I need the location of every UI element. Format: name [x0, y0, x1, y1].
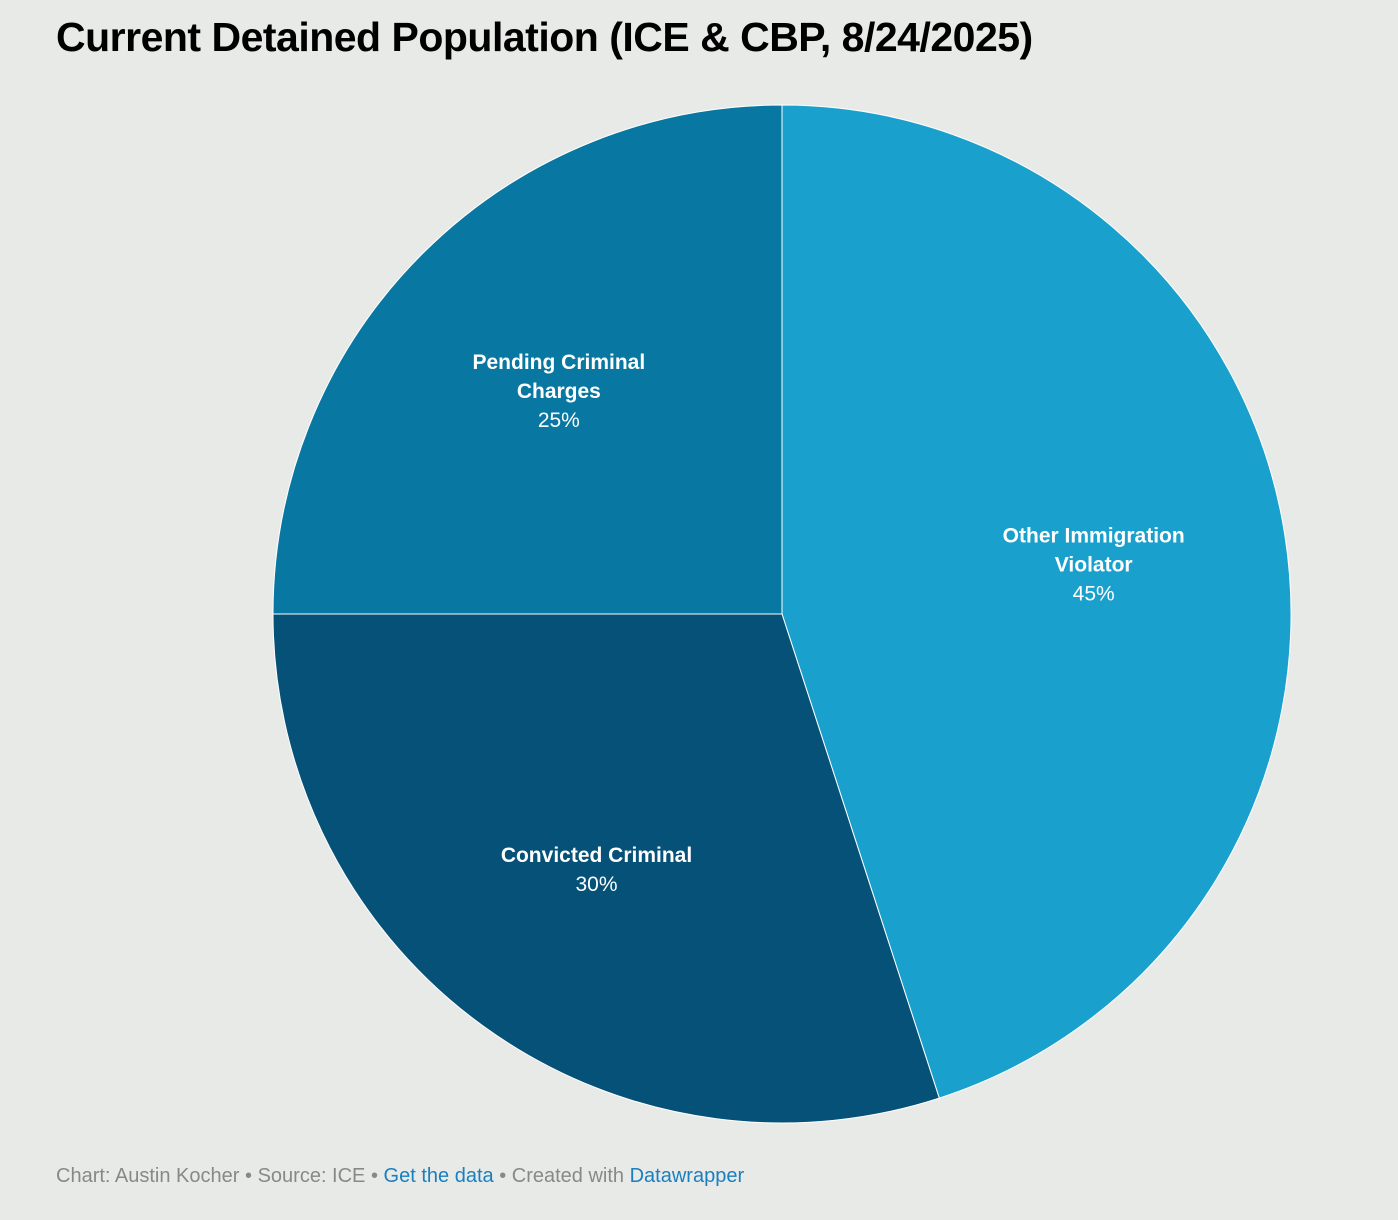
slice-label: Pending Criminal Charges 25% [473, 351, 646, 432]
slice-label: Other Immigration Violator 45% [1003, 525, 1185, 606]
slice-label-name: Convicted Criminal [501, 844, 692, 867]
pie-slices [272, 104, 1292, 1124]
pie-slice-convicted-criminal [272, 613, 940, 1124]
footer-separator: • [370, 1165, 378, 1187]
pie-labels: Other Immigration Violator 45% Convicted Cr… [473, 351, 1185, 896]
created-with-text: Created with [511, 1165, 625, 1187]
slice-value-label: 45% [1073, 583, 1115, 606]
slice-label-name: Charges [517, 380, 601, 403]
chart-title: Current Detained Population (ICE & CBP, … [56, 14, 1033, 60]
chart-credit: Chart: Austin Kocher [56, 1165, 240, 1187]
slice-label-name: Violator [1055, 554, 1133, 577]
slice-value-label: 25% [538, 409, 580, 432]
pie-slice-pending-criminal-charges [272, 104, 783, 615]
slice-value-label: 30% [575, 873, 617, 896]
get-the-data-link[interactable]: Get the data [383, 1165, 494, 1187]
slice-label: Convicted Criminal 30% [501, 844, 692, 896]
datawrapper-link[interactable]: Datawrapper [629, 1165, 745, 1187]
footer-separator: • [499, 1165, 507, 1187]
pie-slice-other-immigration-violator [781, 104, 1292, 1099]
chart-footer: Chart: Austin Kocher • Source: ICE • Get… [56, 1165, 744, 1188]
source-text: Source: ICE [257, 1165, 366, 1187]
footer-separator: • [245, 1165, 253, 1187]
slice-label-name: Pending Criminal [473, 351, 646, 374]
slice-label-name: Other Immigration [1003, 525, 1185, 548]
